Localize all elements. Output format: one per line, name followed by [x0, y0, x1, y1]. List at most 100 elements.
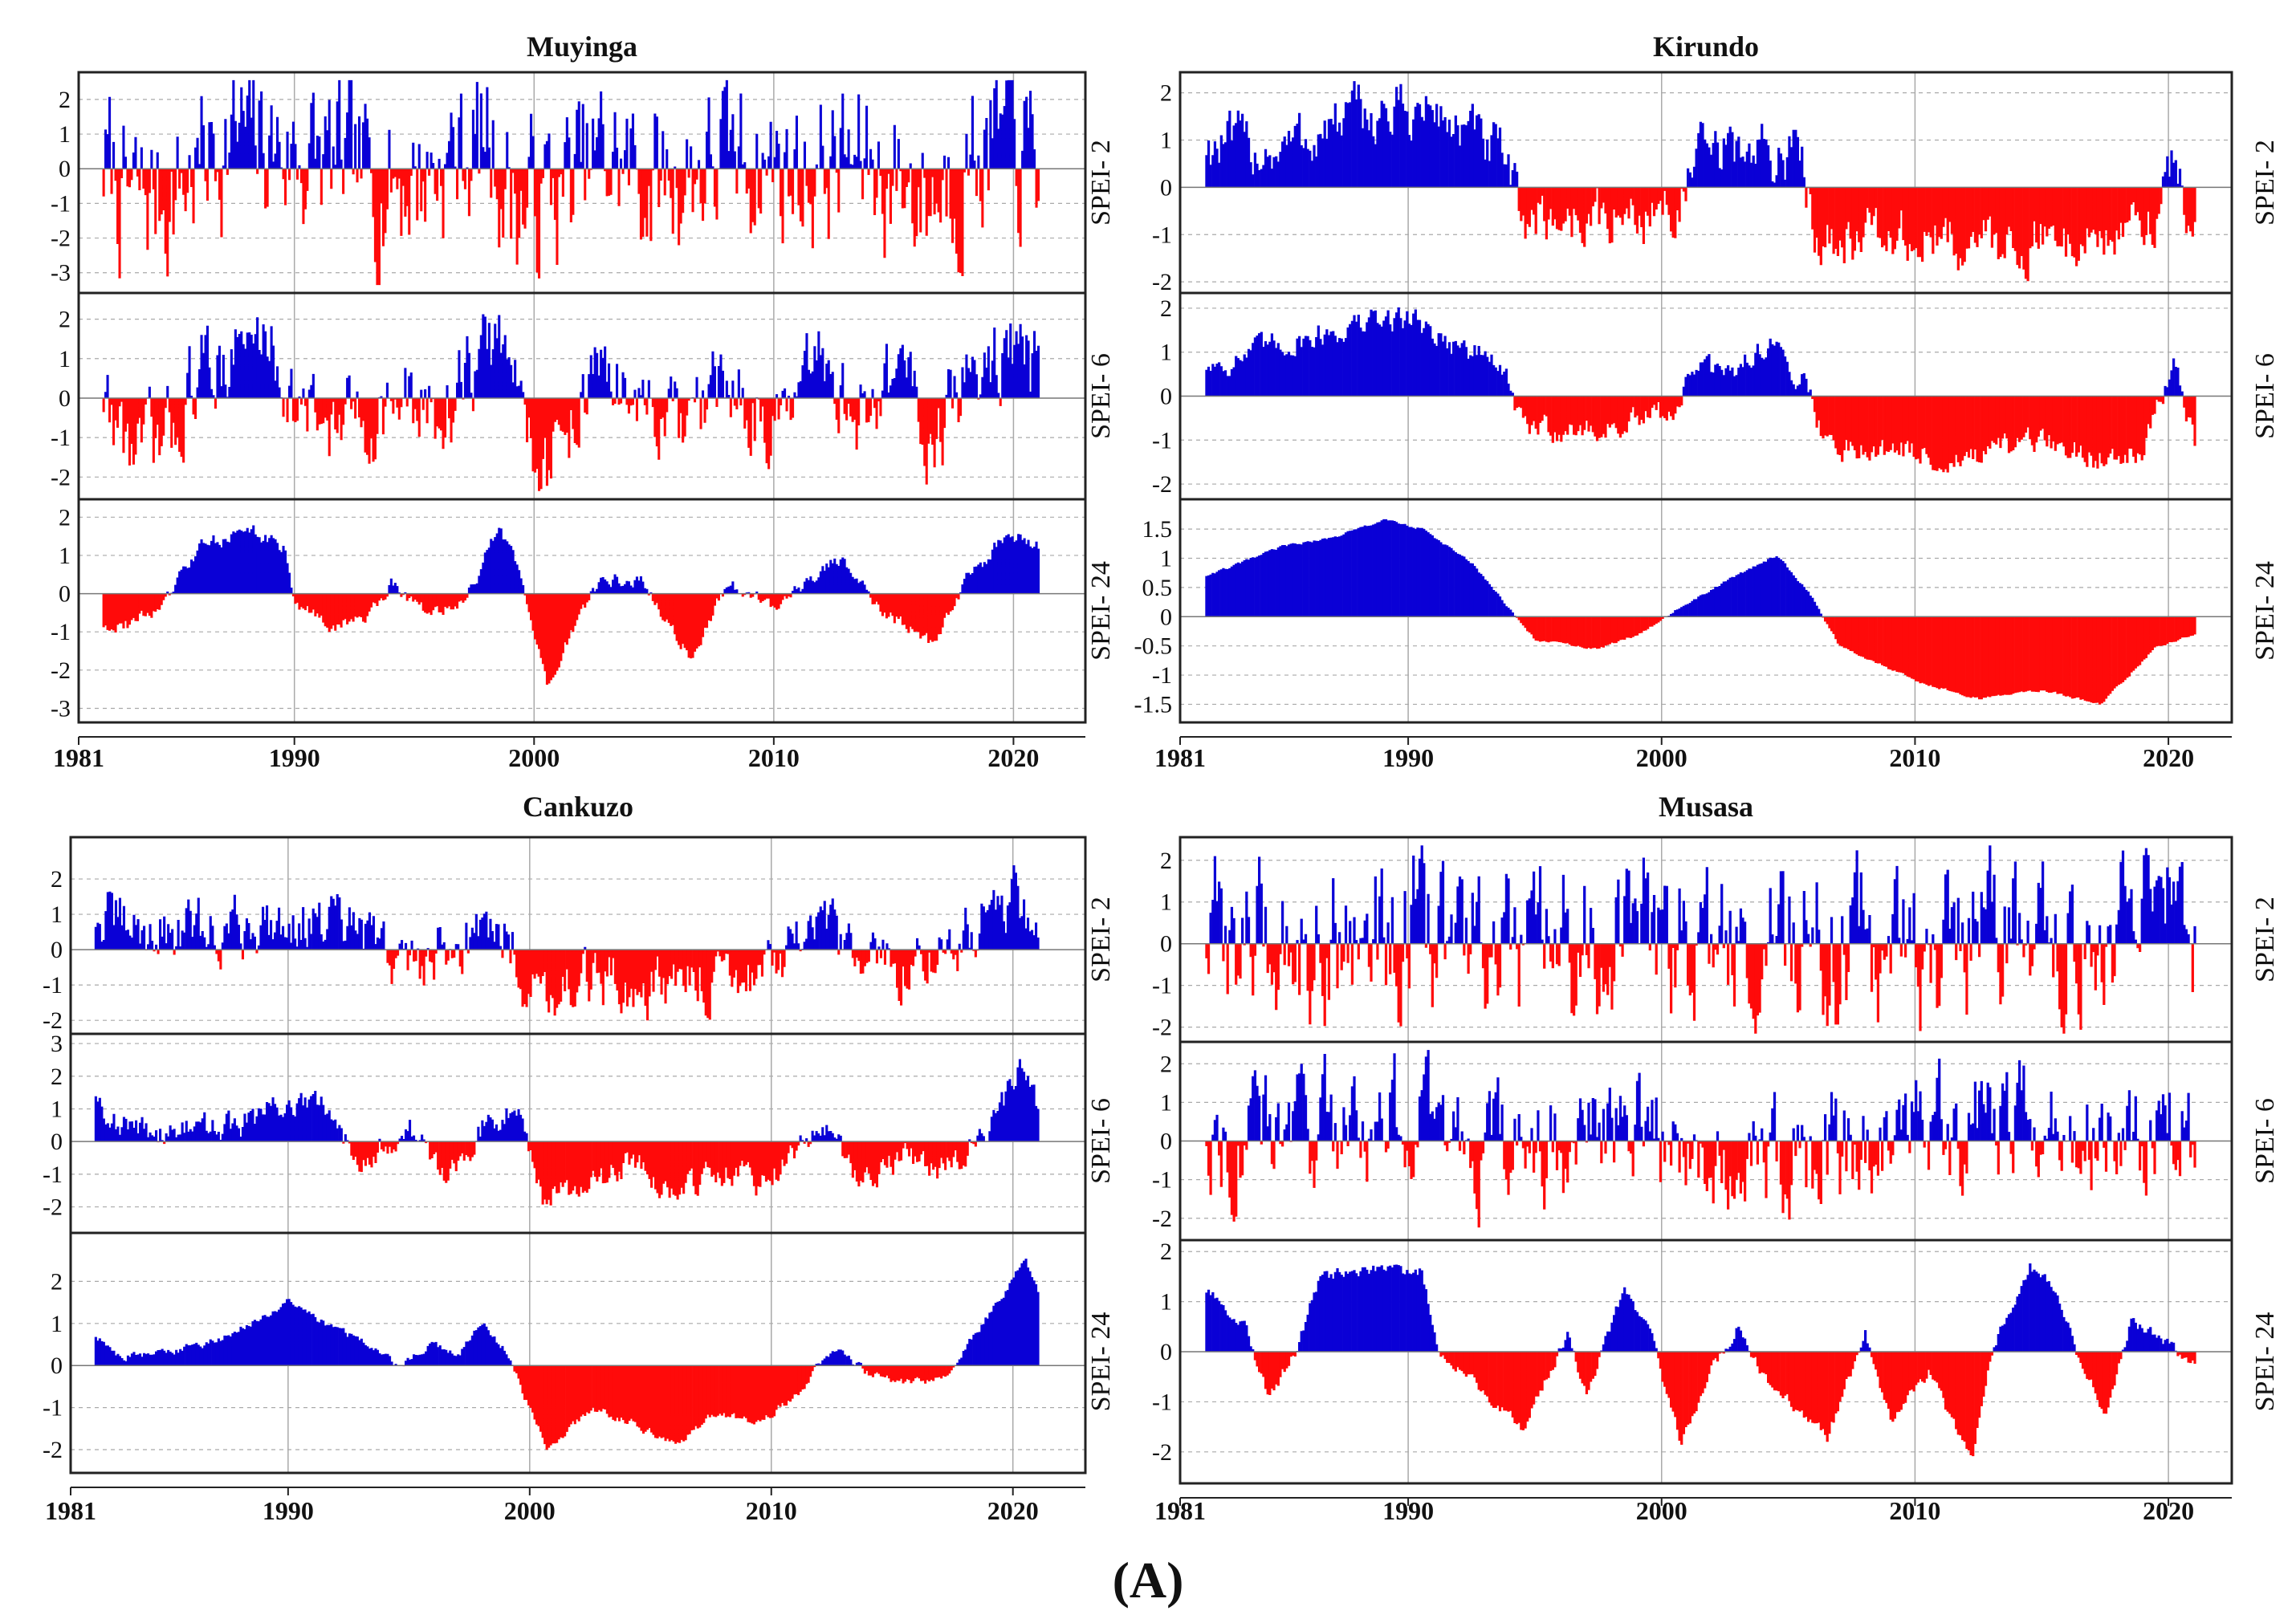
y-tick-label: -3	[51, 695, 71, 722]
y-tick-label: -2	[1152, 269, 1172, 295]
y-tick-label: -2	[1152, 471, 1172, 498]
subplot-kirundo-spei-2: 2 1 0 -1 -2 SPEI- 2 SPEI- 2	[1086, 71, 2280, 295]
spei-positive-bars	[166, 525, 1040, 594]
x-tick-label: 2010	[746, 1496, 797, 1525]
spei-positive-bars	[104, 314, 1040, 399]
y-tick-label: 2	[59, 87, 71, 113]
y-tick-label: 0	[59, 581, 71, 608]
y-tick-label: -2	[51, 464, 71, 490]
subplot-cankuzo-spei-24: 2 1 0 -1 -2	[43, 1231, 1087, 1475]
series-label-left: SPEI- 6	[1086, 353, 1116, 439]
y-tick-label: 2	[1160, 1239, 1172, 1265]
subplot-frame	[69, 1032, 1087, 1235]
subplot-frame	[1179, 1239, 2233, 1485]
series-label-right: SPEI- 6	[2250, 353, 2280, 439]
y-tick-label: 0	[1160, 1339, 1172, 1365]
y-tick-label: 2	[1160, 80, 1172, 107]
y-tick-label: -1	[1152, 427, 1172, 454]
x-tick-label: 1990	[1382, 1496, 1434, 1525]
spei-positive-bars	[1205, 81, 2184, 188]
subplot-muyinga-spei-6: 2 1 0 -1 -2	[51, 291, 1087, 501]
y-tick-label: -1.5	[1134, 691, 1173, 718]
y-tick-label: 2	[59, 307, 71, 333]
y-tick-label: 1	[1160, 1289, 1172, 1316]
subplot-cankuzo-spei-2: 2 1 0 -1 -2	[43, 836, 1087, 1035]
y-tick-label: -1	[1152, 222, 1172, 248]
y-tick-label: -1	[1152, 973, 1172, 999]
spei-positive-bars	[1205, 307, 2184, 397]
spei-negative-bars	[1513, 396, 2196, 473]
spei-negative-bars	[102, 593, 960, 685]
series-label-right: SPEI- 2	[2250, 140, 2280, 226]
y-tick-label: 0	[51, 937, 63, 963]
x-tick-label: 1981	[45, 1496, 96, 1525]
series-label-right: SPEI- 24	[2250, 561, 2280, 661]
spei-negative-bars	[102, 397, 1002, 491]
spei-positive-bars	[104, 79, 1036, 169]
y-tick-label: 0	[1160, 174, 1172, 201]
spei-positive-bars	[94, 1059, 1040, 1142]
y-tick-label: -1	[1152, 662, 1172, 689]
y-tick-label: 2	[1160, 848, 1172, 874]
series-label-left: SPEI- 24	[1086, 561, 1116, 661]
y-tick-label: -1	[1152, 1167, 1172, 1194]
y-tick-label: -2	[1152, 1015, 1172, 1041]
y-tick-label: 1	[51, 1311, 63, 1337]
subplot-muyinga-spei-24: 2 1 0 -1 -2 -3	[51, 498, 1087, 724]
y-tick-label: 2	[59, 504, 71, 531]
spei-negative-bars	[157, 1141, 989, 1206]
x-tick-label: 2000	[504, 1496, 556, 1525]
series-label-left: SPEI- 2	[1086, 897, 1116, 982]
x-tick-label: 2020	[987, 1496, 1039, 1525]
series-label-left: SPEI- 24	[1086, 1312, 1116, 1412]
spei-positive-bars	[94, 1259, 1040, 1366]
x-tick-label: 1990	[269, 743, 320, 772]
series-label-right: SPEI- 6	[2250, 1098, 2280, 1184]
series-label-right: SPEI- 24	[2250, 1312, 2280, 1412]
y-tick-label: -2	[43, 1194, 63, 1221]
x-tick-label: 2000	[1636, 1496, 1687, 1525]
y-tick-label: 0	[1160, 384, 1172, 410]
x-tick-label: 1990	[263, 1496, 314, 1525]
y-tick-label: 1	[51, 901, 63, 928]
y-tick-label: 0	[1160, 604, 1172, 630]
x-tick-label: 1981	[1154, 743, 1206, 772]
y-tick-label: -2	[1152, 1206, 1172, 1232]
spei-positive-bars	[1205, 519, 1822, 617]
series-label-right: SPEI- 2	[2250, 897, 2280, 982]
x-tick-label: 2010	[1889, 1496, 1940, 1525]
y-tick-label: 1	[1160, 1089, 1172, 1116]
spei-negative-bars	[145, 949, 979, 1021]
spei-positive-bars	[1205, 1263, 2177, 1353]
y-tick-label: 1	[1160, 546, 1172, 572]
y-tick-label: -2	[43, 1007, 63, 1034]
subplot-frame	[69, 836, 1087, 1035]
station-panel-muyinga: Muyinga 2 1 0 -1 -2 -3 2 1 0 -1 -2 2 1 0 -1 -2 -3 1981 1990…	[51, 31, 1087, 772]
station-panel-kirundo: Kirundo 2 1 0 -1 -2 SPEI- 2 SPEI- 2 2 1 0 -1 -2 SPEI-…	[1086, 31, 2280, 772]
y-tick-label: 1	[59, 121, 71, 148]
spei-positive-bars	[94, 865, 1040, 950]
y-tick-label: -2	[1152, 1439, 1172, 1466]
station-title-musasa: Musasa	[1659, 791, 1753, 823]
subplot-musasa-spei-2: 2 1 0 -1 -2 SPEI- 2 SPEI- 2	[1086, 836, 2280, 1043]
station-panel-musasa: Musasa 2 1 0 -1 -2 SPEI- 2 SPEI- 2 2 1 0 -1 -2 SPEI- …	[1086, 791, 2280, 1525]
spei-negative-bars	[1516, 616, 2196, 705]
spei-negative-bars	[1205, 943, 2194, 1034]
spei-negative-bars	[1517, 187, 2196, 282]
subplot-kirundo-spei-6: 2 1 0 -1 -2 SPEI- 6 SPEI- 6	[1086, 291, 2280, 501]
subplot-muyinga-spei-2: 2 1 0 -1 -2 -3	[51, 71, 1087, 295]
y-tick-label: -1	[43, 972, 63, 999]
y-tick-label: 1	[1160, 889, 1172, 916]
subplot-frame	[1179, 498, 2233, 724]
station-title-kirundo: Kirundo	[1653, 31, 1759, 63]
y-tick-label: 2	[51, 1268, 63, 1295]
subplot-musasa-spei-24: 2 1 0 -1 -2 SPEI- 24 SPEI- 24	[1086, 1239, 2280, 1485]
spei-negative-bars	[1253, 1351, 2196, 1457]
subplot-frame	[69, 1231, 1087, 1475]
y-tick-label: 0	[51, 1353, 63, 1379]
y-tick-label: 0	[59, 385, 71, 412]
y-tick-label: 0	[1160, 931, 1172, 958]
x-tick-label: 2000	[508, 743, 560, 772]
